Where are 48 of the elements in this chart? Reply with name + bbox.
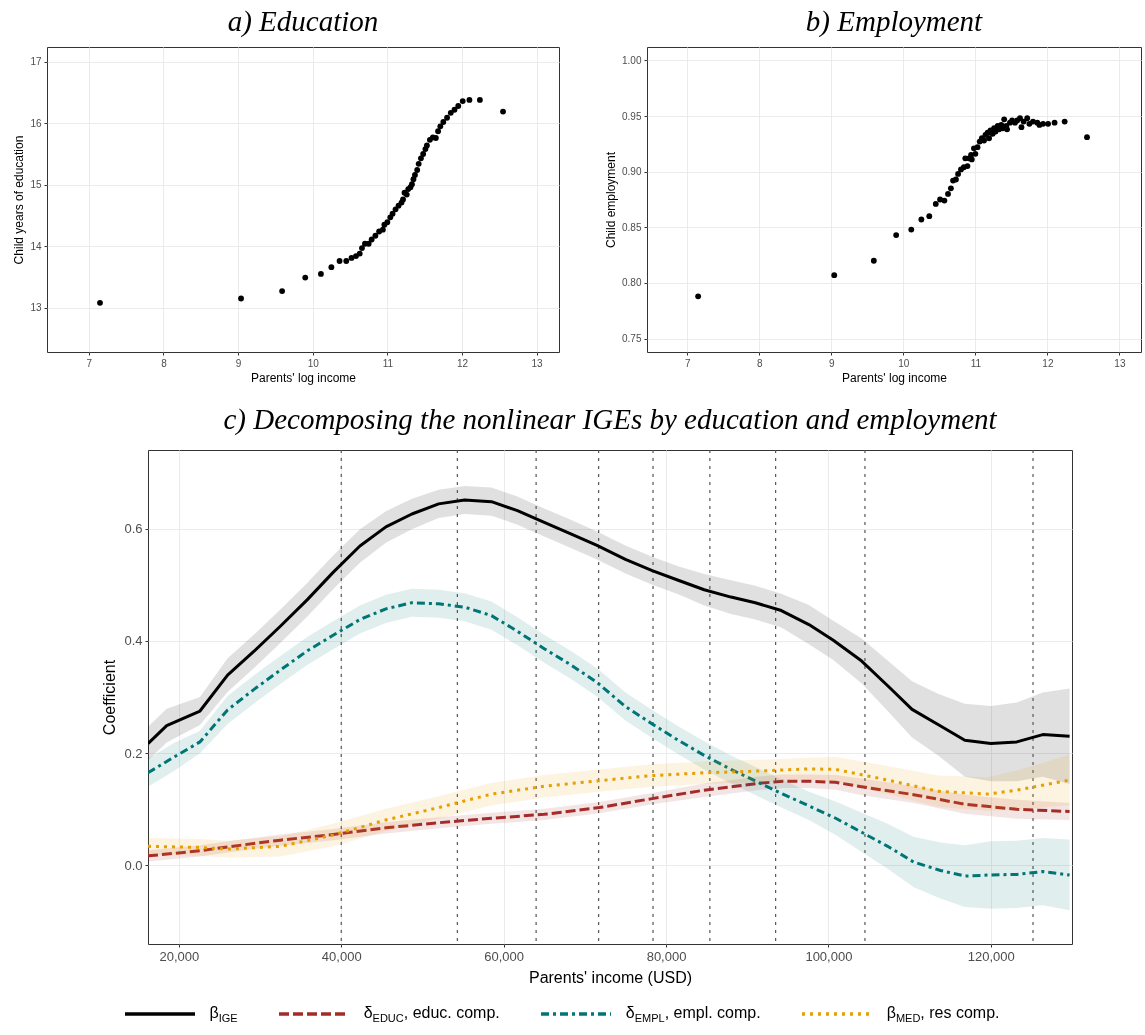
x-tick-label: 7 bbox=[86, 357, 93, 369]
x-tick-label: 120,000 bbox=[967, 948, 1015, 964]
x-tick-label: 13 bbox=[1114, 357, 1126, 369]
x-tick-label: 11 bbox=[970, 357, 982, 369]
y-tick-label: 0.85 bbox=[622, 221, 642, 233]
x-tick-label: 10 bbox=[307, 357, 320, 369]
x-tick-label: 12 bbox=[456, 357, 469, 369]
x-tick-label: 20,000 bbox=[159, 948, 200, 964]
y-tick-label: 13 bbox=[30, 302, 42, 314]
x-tick-label: 9 bbox=[829, 357, 836, 369]
x-tick-label: 7 bbox=[685, 357, 692, 369]
y-tick-label: 0.0 bbox=[124, 857, 143, 873]
legend-label: δ$_{EDUC}$, educ. comp. bbox=[363, 1004, 500, 1025]
y-tick-label: 0.2 bbox=[124, 745, 143, 761]
x-axis-title: Parents' income (USD) bbox=[528, 968, 693, 986]
x-axis-title: Parents' log income bbox=[841, 370, 948, 385]
chart-title: a) Education bbox=[227, 5, 379, 38]
x-tick-label: 12 bbox=[1042, 357, 1054, 369]
y-axis-title: Coefficient bbox=[101, 659, 119, 736]
x-tick-label: 11 bbox=[382, 357, 394, 369]
y-tick-label: 0.4 bbox=[124, 633, 143, 649]
x-tick-label: 10 bbox=[898, 357, 910, 369]
x-tick-label: 40,000 bbox=[321, 948, 362, 964]
y-tick-label: 0.90 bbox=[622, 166, 642, 178]
y-tick-label: 1.00 bbox=[622, 54, 642, 66]
y-tick-label: 14 bbox=[30, 240, 42, 252]
x-tick-label: 13 bbox=[531, 357, 544, 369]
y-tick-label: 0.95 bbox=[622, 110, 642, 122]
legend-label: δ$_{EMPL}$, empl. comp. bbox=[625, 1004, 761, 1025]
x-tick-label: 60,000 bbox=[484, 948, 525, 964]
y-tick-label: 16 bbox=[30, 117, 42, 129]
x-tick-label: 80,000 bbox=[646, 948, 687, 964]
x-tick-label: 8 bbox=[757, 357, 764, 369]
x-axis-title: Parents' log income bbox=[250, 370, 357, 385]
y-tick-label: 0.75 bbox=[622, 333, 642, 345]
y-tick-label: 15 bbox=[30, 179, 42, 191]
y-axis-title: Child years of education bbox=[12, 135, 27, 265]
y-tick-label: 0.80 bbox=[622, 277, 642, 289]
y-tick-label: 0.6 bbox=[124, 521, 143, 537]
x-tick-label: 8 bbox=[161, 357, 168, 369]
legend-label: β$_{MED}$, res comp. bbox=[886, 1004, 1000, 1025]
x-tick-label: 100,000 bbox=[805, 948, 853, 964]
legend-label: β$_{IGE}$ bbox=[209, 1004, 238, 1025]
y-axis-title: Child employment bbox=[604, 151, 619, 249]
x-tick-label: 9 bbox=[235, 357, 242, 369]
chart-title: b) Employment bbox=[805, 5, 984, 38]
y-tick-label: 17 bbox=[30, 56, 42, 68]
chart-title: c) Decomposing the nonlinear IGEs by education and employment bbox=[223, 403, 998, 437]
